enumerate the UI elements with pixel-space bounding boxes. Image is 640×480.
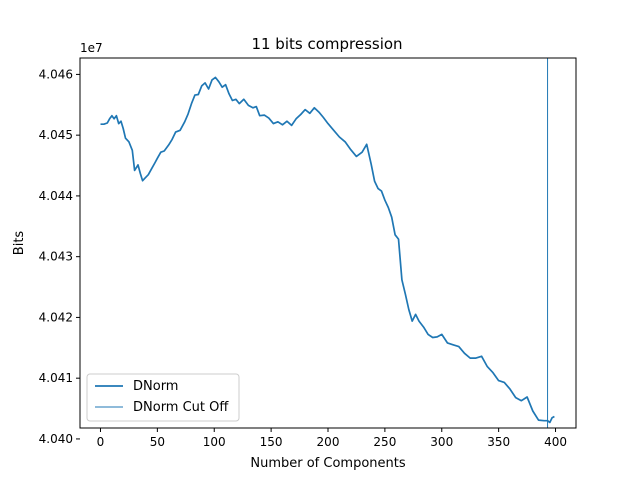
y-axis-label: Bits bbox=[12, 231, 27, 256]
y-tick-label: 4.040 bbox=[39, 432, 73, 446]
chart-title: 11 bits compression bbox=[251, 35, 402, 53]
y-tick-label: 4.046 bbox=[39, 67, 73, 81]
series-line-dnorm bbox=[100, 76, 555, 424]
x-tick-label: 0 bbox=[97, 435, 105, 449]
legend-box bbox=[86, 373, 240, 422]
x-tick-label: 300 bbox=[430, 435, 453, 449]
legend-label-cutoff: DNorm Cut Off bbox=[133, 400, 229, 415]
y-offset-text: 1e7 bbox=[80, 41, 103, 55]
x-tick-label: 50 bbox=[150, 435, 165, 449]
x-tick-label: 400 bbox=[544, 435, 567, 449]
x-tick-label: 250 bbox=[373, 435, 396, 449]
y-tick-label: 4.044 bbox=[39, 189, 73, 203]
y-tick-label: 4.043 bbox=[39, 250, 73, 264]
legend-label-dnorm: DNorm bbox=[133, 379, 178, 394]
x-axis: 0 50 100 150 200 250 300 350 400 bbox=[97, 428, 567, 449]
x-tick-label: 350 bbox=[487, 435, 510, 449]
y-tick-label: 4.045 bbox=[39, 128, 73, 142]
y-axis: 4.040 4.041 4.042 4.043 4.044 4.045 4.046 bbox=[39, 67, 80, 446]
x-tick-label: 200 bbox=[317, 435, 340, 449]
y-tick-label: 4.042 bbox=[39, 310, 73, 324]
x-axis-label: Number of Components bbox=[250, 456, 405, 471]
plot-content bbox=[100, 58, 555, 428]
x-tick-label: 150 bbox=[260, 435, 283, 449]
x-tick-label: 100 bbox=[203, 435, 226, 449]
legend: DNorm DNorm Cut Off bbox=[86, 373, 240, 422]
y-tick-label: 4.041 bbox=[39, 371, 73, 385]
